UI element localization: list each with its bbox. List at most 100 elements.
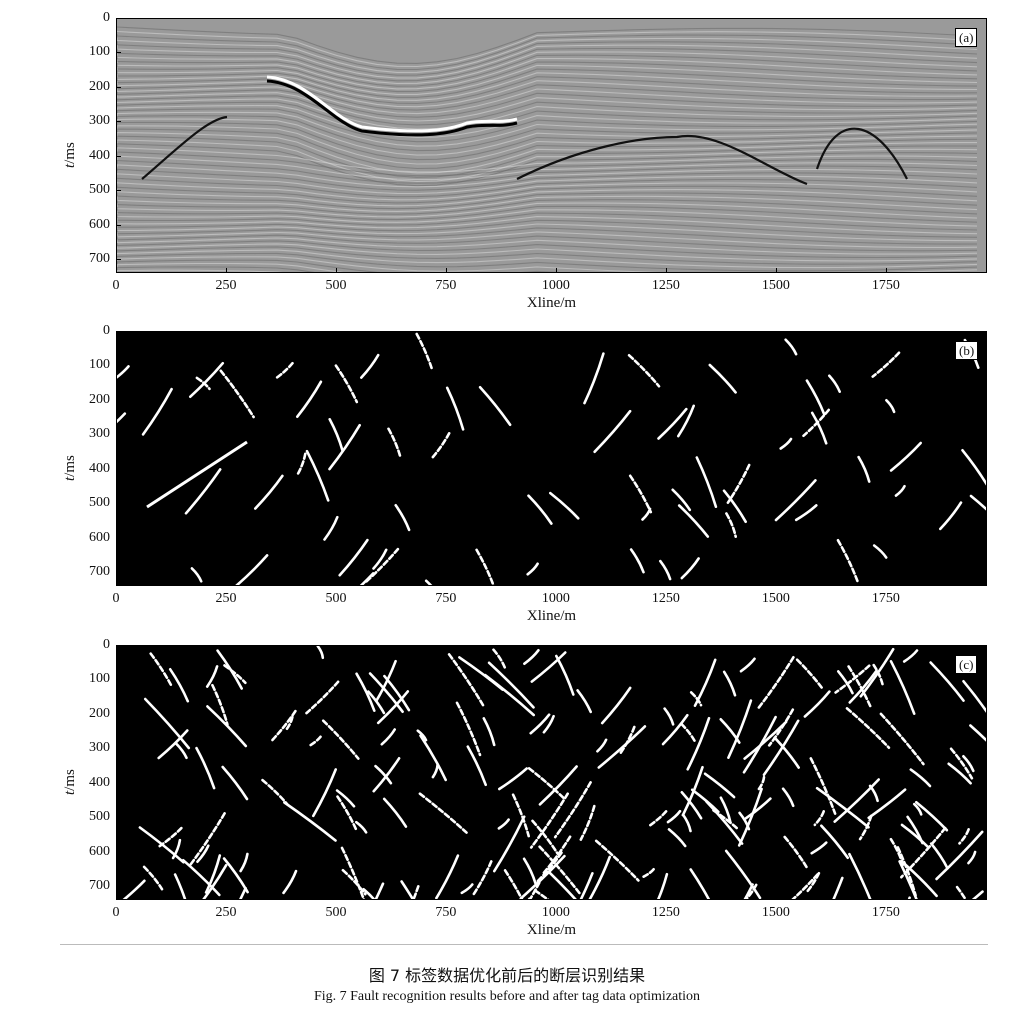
fault-segment (803, 690, 831, 718)
fault-segment (929, 842, 949, 870)
fault-segment (680, 722, 697, 744)
fault-segment (202, 864, 228, 899)
x-tick-mark (665, 895, 667, 900)
fault-segment (418, 792, 468, 834)
seismic-reflector (117, 68, 978, 98)
x-tick-mark (116, 895, 117, 900)
fault-segment (531, 819, 559, 855)
fault-segment (223, 664, 247, 685)
x-tick-mark (885, 268, 887, 273)
fault-segment (431, 763, 439, 779)
x-tick-label: 0 (112, 905, 120, 920)
fault-segment (909, 768, 932, 788)
seismic-reflector (117, 135, 978, 178)
fault-segment (773, 736, 800, 769)
fault-segment (781, 787, 795, 808)
x-tick-mark (665, 581, 667, 586)
y-tick-mark (116, 572, 121, 574)
fault-segment (492, 648, 507, 670)
x-tick-label: 1000 (541, 905, 570, 920)
seismic-reflector (117, 98, 978, 130)
seismic-reflector (117, 199, 978, 215)
fault-segment (239, 852, 249, 873)
seismic-reflector (117, 125, 978, 165)
fault-segment (848, 852, 872, 899)
fault-segment (889, 441, 922, 472)
fault-segment (511, 793, 530, 838)
x-tick-mark (665, 268, 667, 273)
fault-segment (254, 474, 284, 510)
fault-segment (363, 547, 400, 584)
fault-segment (677, 504, 710, 538)
fault-segment (742, 715, 777, 774)
fault-segment (889, 837, 905, 866)
seismic-reflector (117, 34, 978, 71)
x-tick-label: 250 (215, 591, 237, 606)
y-tick-label: 500 (89, 182, 110, 198)
fault-segment (328, 418, 344, 452)
fault-segment (497, 818, 510, 830)
seismic-reflector (117, 192, 978, 210)
y-tick-mark (116, 503, 121, 505)
fault-segment (657, 407, 688, 440)
y-axis-title: t/ms (62, 769, 79, 795)
seismic-reflector (117, 262, 344, 272)
fault-segment (689, 691, 703, 707)
seismic-reflector (117, 256, 978, 272)
y-tick-mark (116, 537, 121, 539)
fault-segment (722, 489, 747, 524)
y-tick-label: 200 (89, 705, 110, 721)
y-tick-label: 0 (103, 637, 110, 652)
y-tick-mark (116, 224, 121, 226)
fault-segment (680, 791, 703, 820)
fault-segment (969, 724, 986, 742)
fault-segment (902, 862, 938, 898)
fault-segment (659, 559, 672, 581)
fault-segment (538, 765, 578, 806)
seismic-reflector (117, 132, 977, 174)
seismic-reflector (117, 246, 978, 265)
fault-segment (579, 804, 596, 841)
fault-segment (195, 746, 216, 790)
fault-segment (947, 762, 972, 785)
fault-segment (962, 680, 986, 713)
fault-segment (871, 351, 901, 378)
x-tick-mark (555, 268, 557, 273)
y-axis-title: t/ms (62, 455, 79, 481)
y-tick-mark (116, 155, 121, 157)
fault-segment (549, 491, 580, 520)
fault-segment (834, 664, 871, 694)
y-axis-unit: /ms (62, 141, 78, 164)
fault-segment (597, 725, 647, 769)
fault-segment (282, 869, 298, 895)
fault-segment (744, 883, 758, 899)
seismic-reflector (117, 151, 978, 177)
fault-segment (284, 715, 294, 733)
fault-segment (372, 548, 388, 570)
fault-segment (205, 665, 219, 688)
seismic-reflector (117, 26, 978, 64)
fault-segment (690, 788, 720, 814)
fault-segment (847, 665, 873, 710)
fault-segment (316, 646, 325, 660)
fault-segment (810, 411, 828, 445)
seismic-reflector (117, 72, 978, 101)
fault-segment (475, 548, 495, 585)
x-tick-mark (775, 268, 777, 273)
seismic-reflector (117, 212, 978, 231)
fault-segment (312, 768, 337, 818)
y-tick-mark (116, 679, 121, 681)
fault-segment (548, 871, 577, 899)
seismic-reflector (117, 92, 978, 122)
seismic-reflector (117, 259, 977, 272)
fault-segment (889, 660, 916, 715)
seismic-reflector (117, 139, 978, 183)
y-tick-mark (116, 399, 121, 401)
seismic-reflector (117, 51, 978, 85)
y-tick-label: 300 (89, 740, 110, 756)
seismic-reflector (117, 111, 978, 147)
y-tick-label: 700 (89, 564, 110, 580)
fault-segment (757, 656, 795, 709)
fault-segment (962, 755, 975, 773)
fault-segment (478, 385, 512, 427)
